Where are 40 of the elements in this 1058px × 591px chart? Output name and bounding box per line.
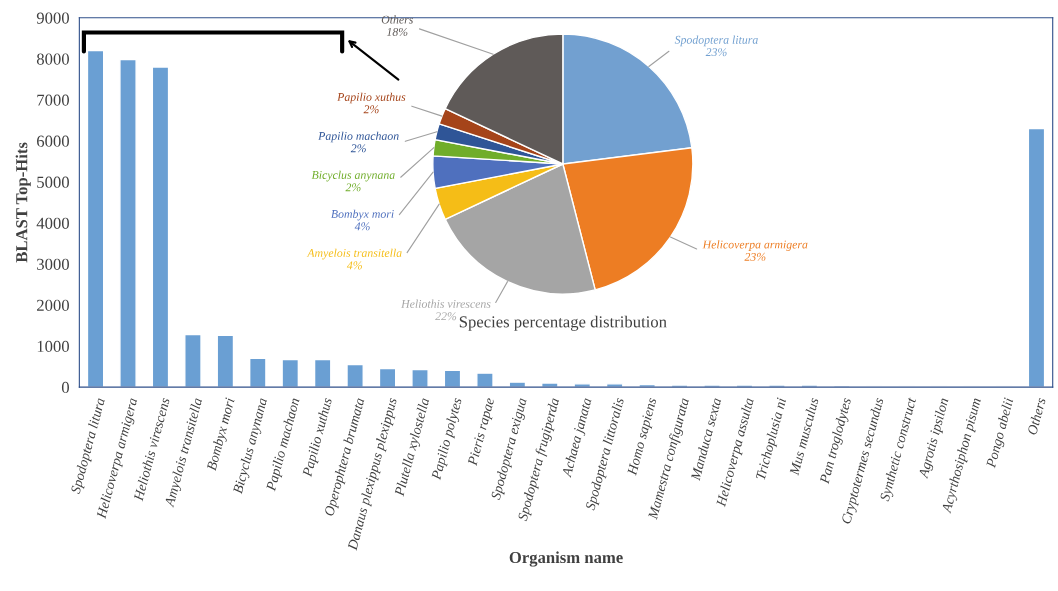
slice-label: Spodoptera litura	[674, 35, 758, 47]
slice-label: Bombyx mori	[330, 209, 394, 221]
y-tick-label: 3000	[37, 258, 69, 270]
slice-label: Papilio xuthus	[337, 92, 406, 104]
y-tick-label: 7000	[37, 94, 69, 106]
data-label: 23%	[744, 252, 766, 261]
x-tick-label: Papilio polytes	[430, 397, 465, 482]
data-label: 2%	[345, 183, 361, 192]
x-tick-label: Pongo abelii	[985, 397, 1017, 470]
data-label: 2%	[350, 144, 366, 153]
data-label: 2%	[363, 105, 379, 114]
y-tick-label: 5000	[37, 176, 69, 188]
x-tick-label: Manduca sexta	[690, 397, 722, 482]
y-axis-title: BLAST Top-Hits	[15, 142, 31, 263]
slice-label: Amyelois transitella	[306, 248, 402, 260]
data-label: 22%	[435, 312, 457, 321]
x-tick-label: Bombyx mori	[206, 397, 238, 472]
slice-label: Heliothis virescens	[401, 299, 491, 308]
y-tick-label: 8000	[36, 53, 69, 65]
y-tick-label: 6000	[37, 135, 69, 147]
data-label: 4%	[354, 222, 370, 231]
data-label: 23%	[705, 48, 727, 57]
text: Species percentage distribution	[459, 315, 667, 331]
slice-label: Bicyclus anynana	[311, 170, 395, 182]
x-tick-label: Pieris rapae	[467, 397, 497, 467]
y-tick-label: 9000	[36, 12, 69, 24]
data-label: 4%	[346, 261, 362, 270]
x-tick-label: Others	[1026, 397, 1046, 436]
data-label: 18%	[386, 27, 408, 36]
slice-label: Helicoverpa armigera	[702, 240, 808, 251]
x-axis-title: Organism name	[509, 551, 623, 567]
y-tick-label: 4000	[36, 217, 69, 229]
x-tick-label: Homo sapiens	[627, 397, 660, 477]
y-tick-label: 1000	[37, 340, 69, 353]
x-tick-label: Papilio xuthus	[301, 397, 335, 479]
y-tick-label: 0	[61, 381, 69, 394]
y-tick-label: 2000	[37, 299, 69, 311]
slice-label: Papilio machaon	[318, 131, 399, 143]
x-tick-label: Achaea janata	[561, 397, 595, 479]
x-tick-label: Mus musculus	[788, 397, 819, 476]
